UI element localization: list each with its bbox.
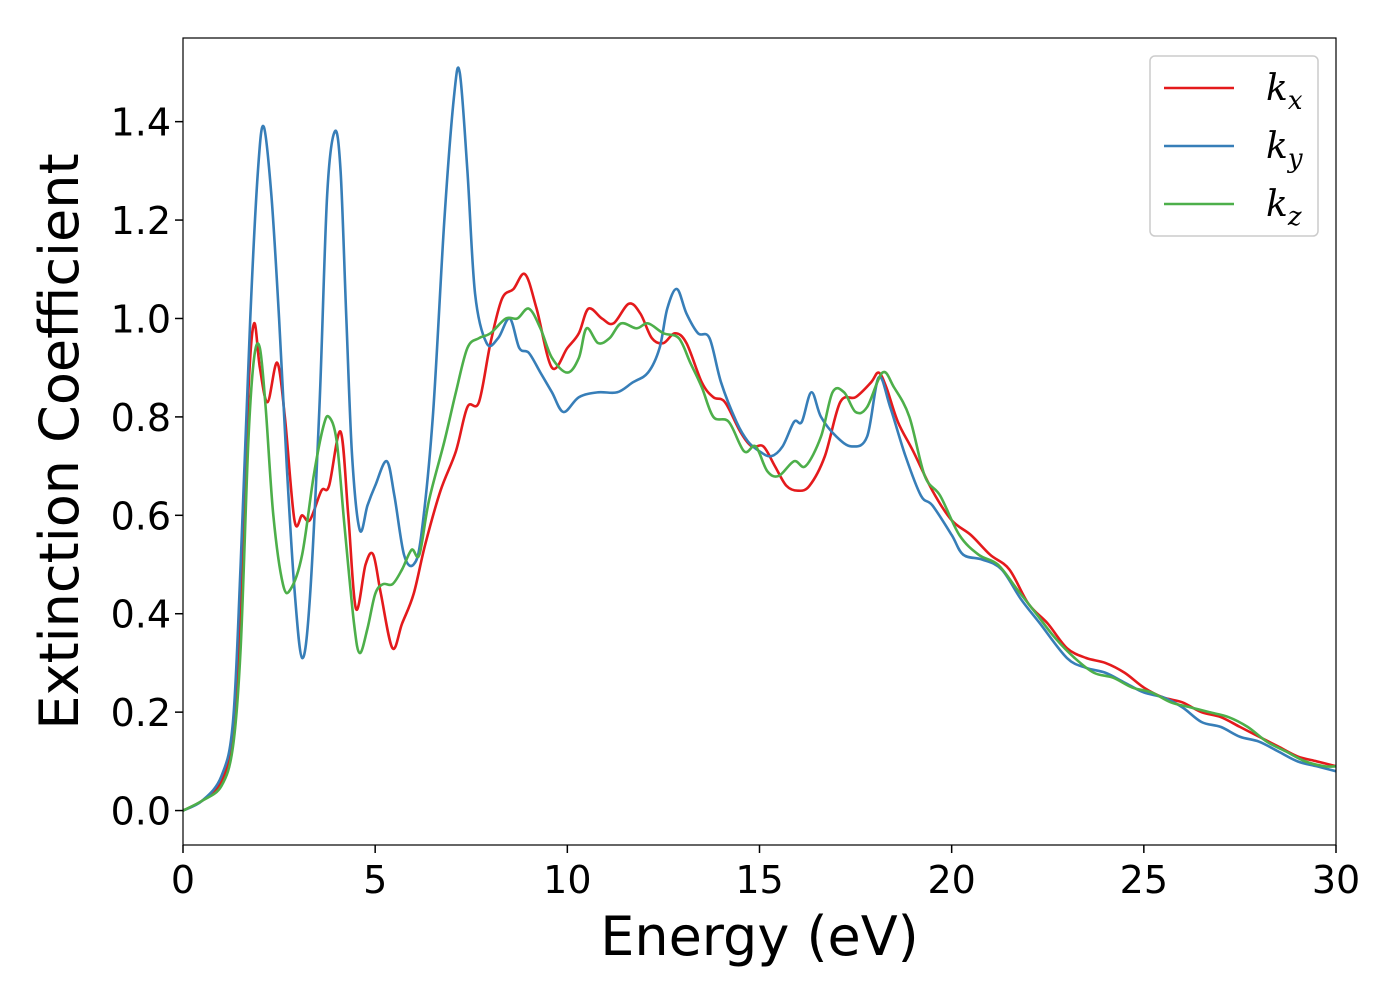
- y-tick-label: 0.4: [111, 593, 171, 637]
- series-layer: [183, 66, 1336, 812]
- series-line-k-z: [183, 307, 1336, 812]
- x-tick-label: 15: [735, 858, 783, 902]
- x-tick-label: 10: [543, 858, 591, 902]
- series-line-k-x: [183, 272, 1336, 812]
- y-tick-label: 0.6: [111, 494, 171, 538]
- x-tick-label: 5: [363, 858, 387, 902]
- y-tick-label: 0.2: [111, 691, 171, 735]
- y-tick-label: 0.0: [111, 790, 171, 834]
- x-tick-label: 30: [1312, 858, 1360, 902]
- y-tick-label: 1.4: [111, 101, 171, 145]
- y-axis-label: Extinction Coefficient: [28, 153, 91, 729]
- series-line-k-y: [183, 66, 1336, 812]
- x-tick-label: 20: [927, 858, 975, 902]
- ticks-layer: 0 5 10 15 20 25 30 0.0 0.2 0.4 0.6 0.8 1.0 1.2 1.4: [111, 101, 1361, 902]
- y-tick-label: 1.0: [111, 297, 171, 341]
- y-tick-label: 0.8: [111, 396, 171, 440]
- x-tick-label: 0: [171, 858, 195, 902]
- x-axis-label: Energy (eV): [600, 905, 919, 968]
- x-tick-label: 25: [1120, 858, 1168, 902]
- y-tick-label: 1.2: [111, 199, 171, 243]
